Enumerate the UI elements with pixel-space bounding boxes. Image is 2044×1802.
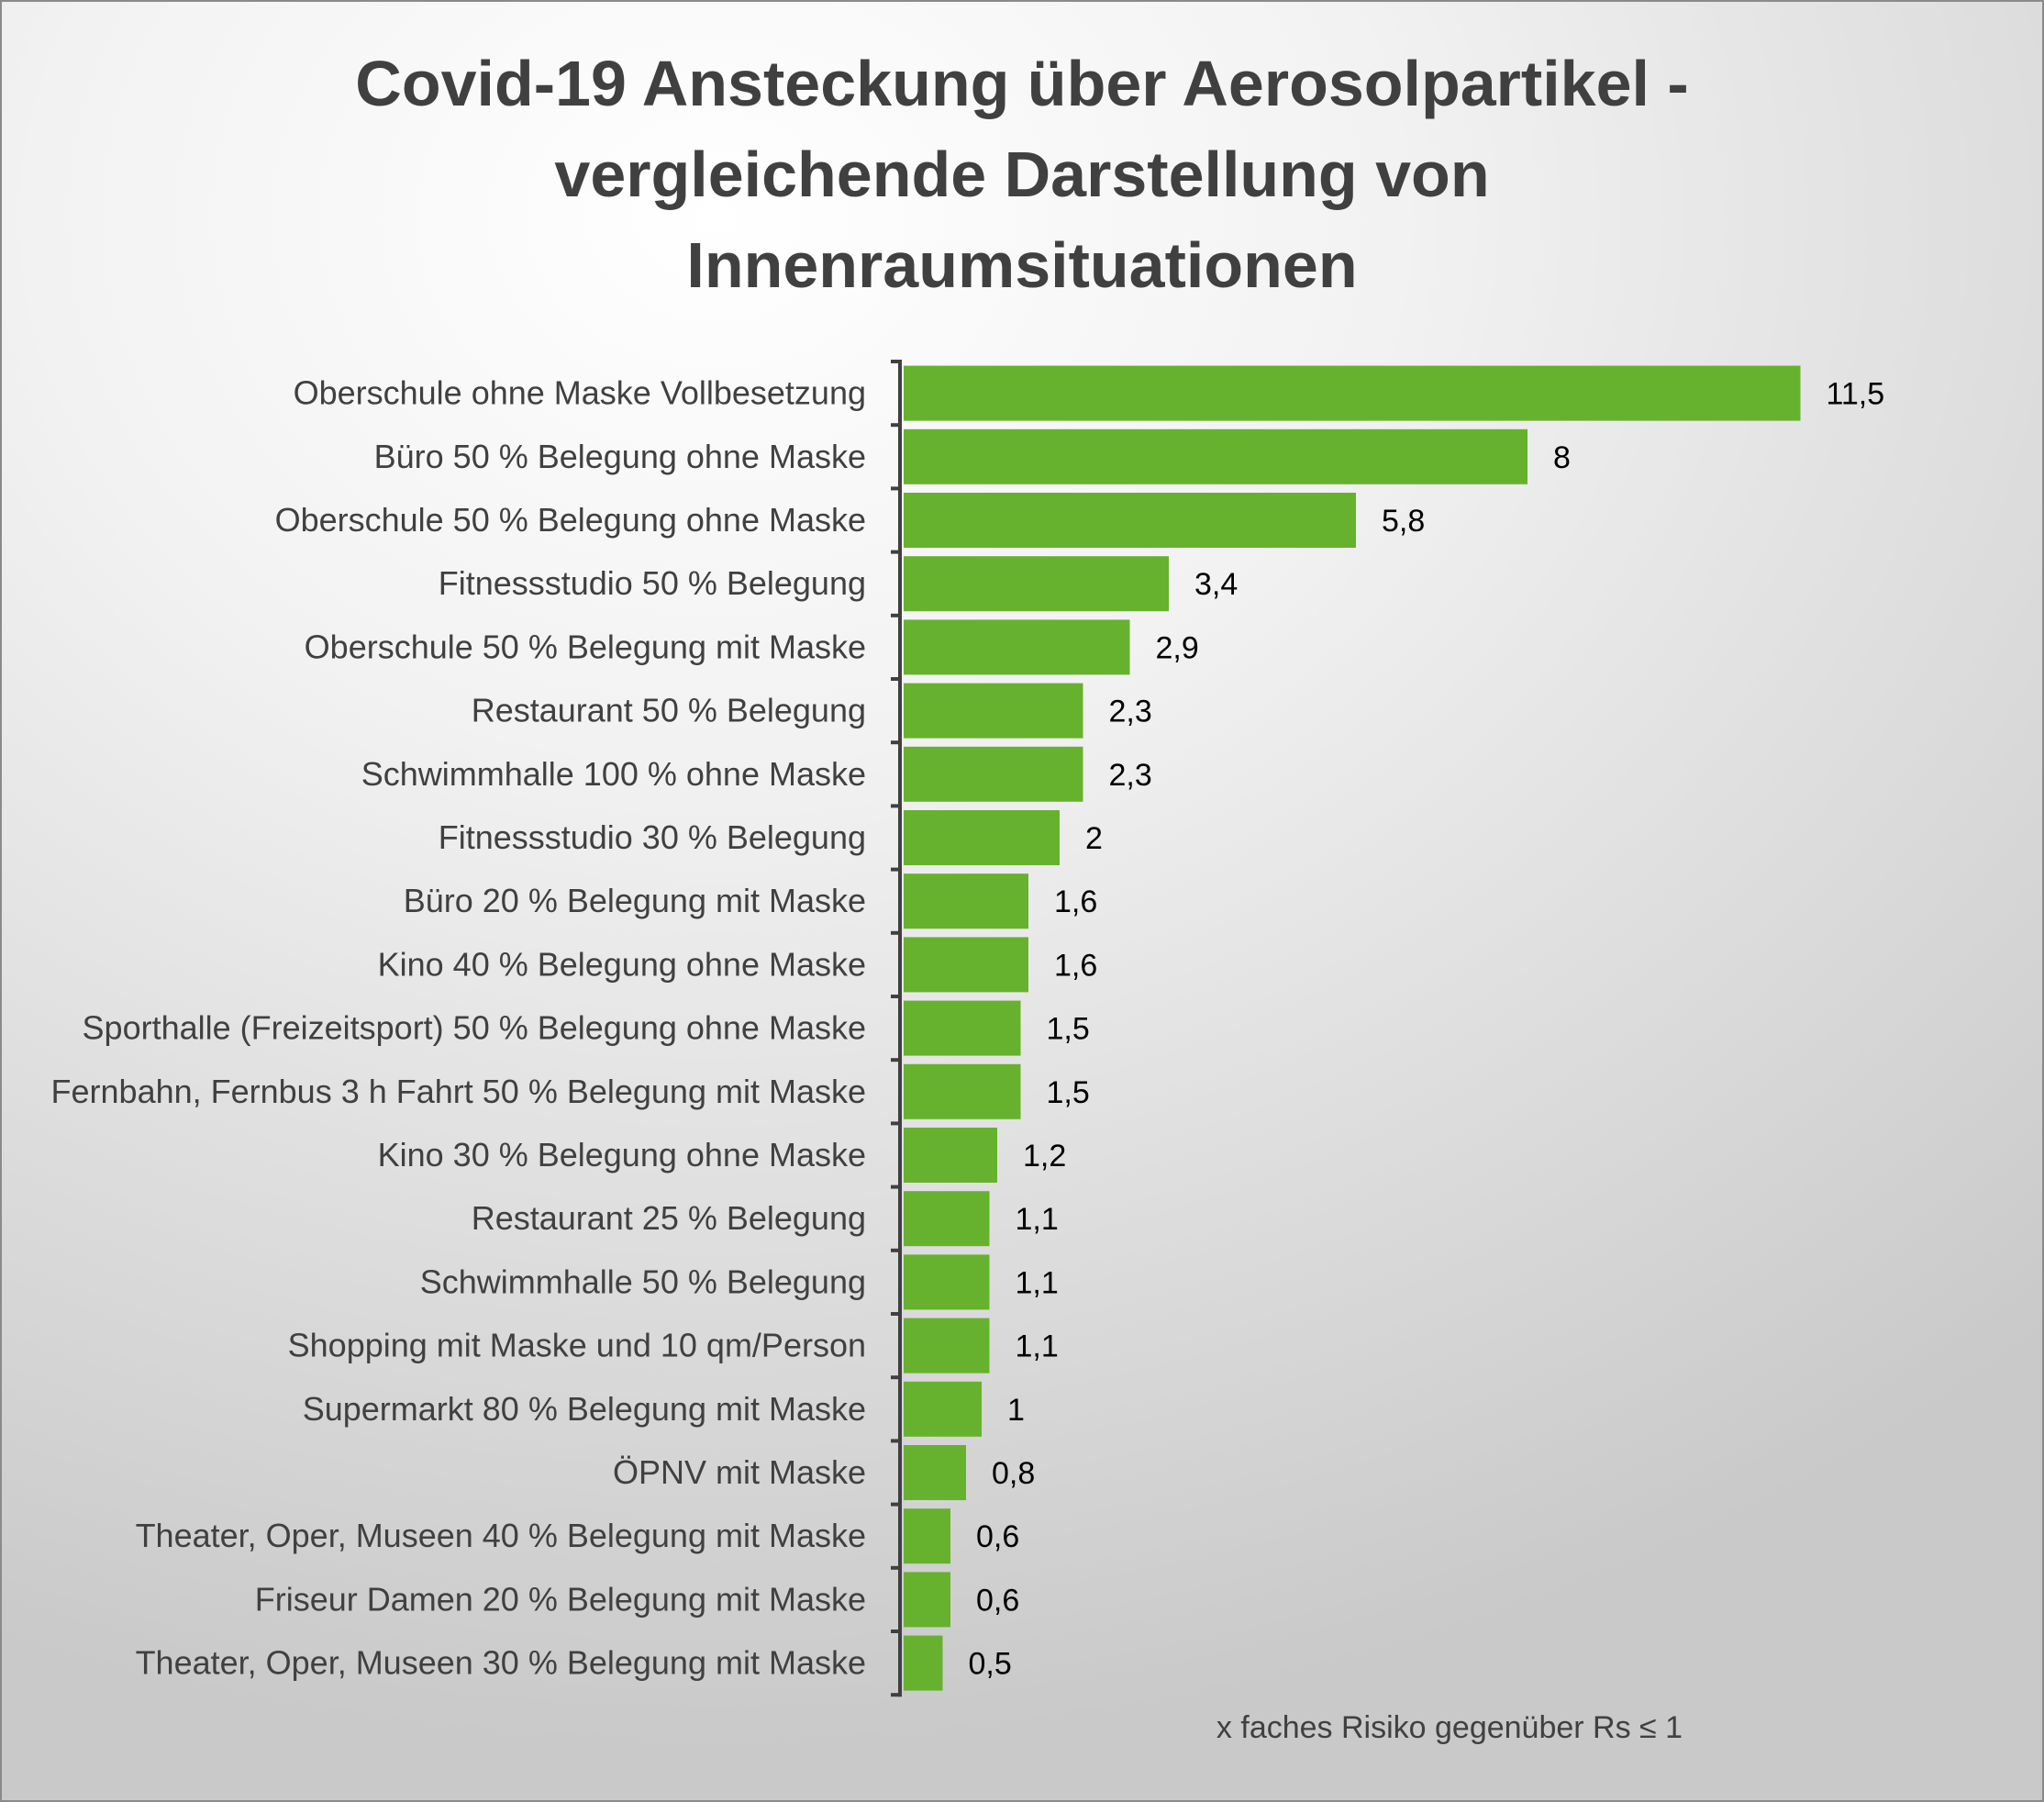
bar bbox=[904, 1318, 990, 1374]
bar bbox=[904, 428, 1527, 484]
data-label: 0,6 bbox=[976, 1583, 1019, 1618]
category-label: Restaurant 50 % Belegung bbox=[472, 692, 866, 729]
bar bbox=[904, 1445, 966, 1500]
data-label: 1,2 bbox=[1023, 1139, 1066, 1174]
category-label: Oberschule ohne Maske Vollbesetzung bbox=[294, 374, 866, 412]
category-label: Fitnessstudio 30 % Belegung bbox=[439, 818, 866, 856]
category-label: Sporthalle (Freizeitsport) 50 % Belegung… bbox=[83, 1009, 866, 1047]
bar bbox=[904, 365, 1801, 421]
category-label: Schwimmhalle 100 % ohne Maske bbox=[361, 755, 866, 793]
category-label: Fitnessstudio 50 % Belegung bbox=[439, 564, 866, 602]
category-label: Oberschule 50 % Belegung mit Maske bbox=[305, 628, 866, 665]
data-label: 1,6 bbox=[1054, 884, 1097, 919]
category-label: Büro 50 % Belegung ohne Maske bbox=[374, 438, 866, 475]
data-label: 0,6 bbox=[976, 1519, 1019, 1554]
data-label: 1,1 bbox=[1016, 1202, 1059, 1237]
data-label: 1 bbox=[1007, 1393, 1025, 1428]
category-label: ÖPNV mit Maske bbox=[613, 1453, 866, 1491]
data-label: 2 bbox=[1085, 821, 1103, 856]
data-label: 2,9 bbox=[1156, 630, 1199, 665]
bar bbox=[904, 810, 1060, 865]
data-label: 0,8 bbox=[992, 1456, 1035, 1491]
plot-area: Oberschule ohne Maske Vollbesetzung 11,5B… bbox=[51, 360, 1885, 1697]
data-label: 1,1 bbox=[1016, 1329, 1059, 1364]
category-label: Friseur Damen 20 % Belegung mit Maske bbox=[255, 1580, 866, 1618]
category-label: Theater, Oper, Museen 30 % Belegung mit … bbox=[136, 1644, 866, 1682]
bar bbox=[904, 1508, 950, 1564]
chart-title: Covid-19 Ansteckung über Aerosolpartikel… bbox=[0, 39, 2044, 311]
bar bbox=[904, 683, 1083, 739]
data-label: 1,5 bbox=[1047, 1075, 1090, 1110]
bar bbox=[904, 1191, 990, 1247]
category-label: Shopping mit Maske und 10 qm/Person bbox=[288, 1327, 866, 1364]
chart-title-line-2: vergleichende Darstellung von bbox=[554, 139, 1490, 210]
bar bbox=[904, 1063, 1021, 1119]
category-label: Kino 40 % Belegung ohne Maske bbox=[378, 945, 866, 983]
bar bbox=[904, 937, 1028, 993]
bar bbox=[904, 1128, 997, 1183]
x-axis-label: x faches Risiko gegenüber Rs ≤ 1 bbox=[1216, 1710, 1683, 1745]
bar bbox=[904, 619, 1130, 675]
bar bbox=[904, 1635, 943, 1691]
bar bbox=[904, 1572, 950, 1628]
category-label: Theater, Oper, Museen 40 % Belegung mit … bbox=[136, 1517, 866, 1554]
bar bbox=[904, 1381, 982, 1437]
category-label: Supermarkt 80 % Belegung mit Maske bbox=[303, 1390, 866, 1428]
data-label: 1,1 bbox=[1016, 1265, 1059, 1300]
chart-title-line-1: Covid-19 Ansteckung über Aerosolpartikel… bbox=[355, 48, 1689, 119]
bar bbox=[904, 556, 1169, 612]
data-label: 1,6 bbox=[1054, 948, 1097, 983]
data-label: 2,3 bbox=[1109, 758, 1152, 793]
data-label: 5,8 bbox=[1382, 504, 1425, 539]
chart-title-line-3: Innenraumsituationen bbox=[686, 229, 1358, 301]
category-label: Schwimmhalle 50 % Belegung bbox=[420, 1263, 866, 1300]
category-label: Kino 30 % Belegung ohne Maske bbox=[378, 1136, 866, 1174]
data-label: 8 bbox=[1553, 440, 1571, 475]
category-label: Fernbahn, Fernbus 3 h Fahrt 50 % Belegun… bbox=[51, 1073, 866, 1110]
bar bbox=[904, 1254, 990, 1310]
bar bbox=[904, 493, 1356, 548]
data-label: 0,5 bbox=[969, 1647, 1012, 1682]
data-label: 3,4 bbox=[1194, 567, 1238, 602]
bar bbox=[904, 873, 1028, 929]
data-label: 1,5 bbox=[1047, 1012, 1090, 1047]
category-label: Oberschule 50 % Belegung ohne Maske bbox=[275, 501, 866, 539]
bar bbox=[904, 1000, 1021, 1056]
category-label: Büro 20 % Belegung mit Maske bbox=[404, 882, 866, 919]
data-label: 11,5 bbox=[1827, 377, 1885, 412]
bar bbox=[904, 746, 1083, 802]
data-label: 2,3 bbox=[1109, 695, 1152, 729]
category-label: Restaurant 25 % Belegung bbox=[472, 1199, 866, 1237]
